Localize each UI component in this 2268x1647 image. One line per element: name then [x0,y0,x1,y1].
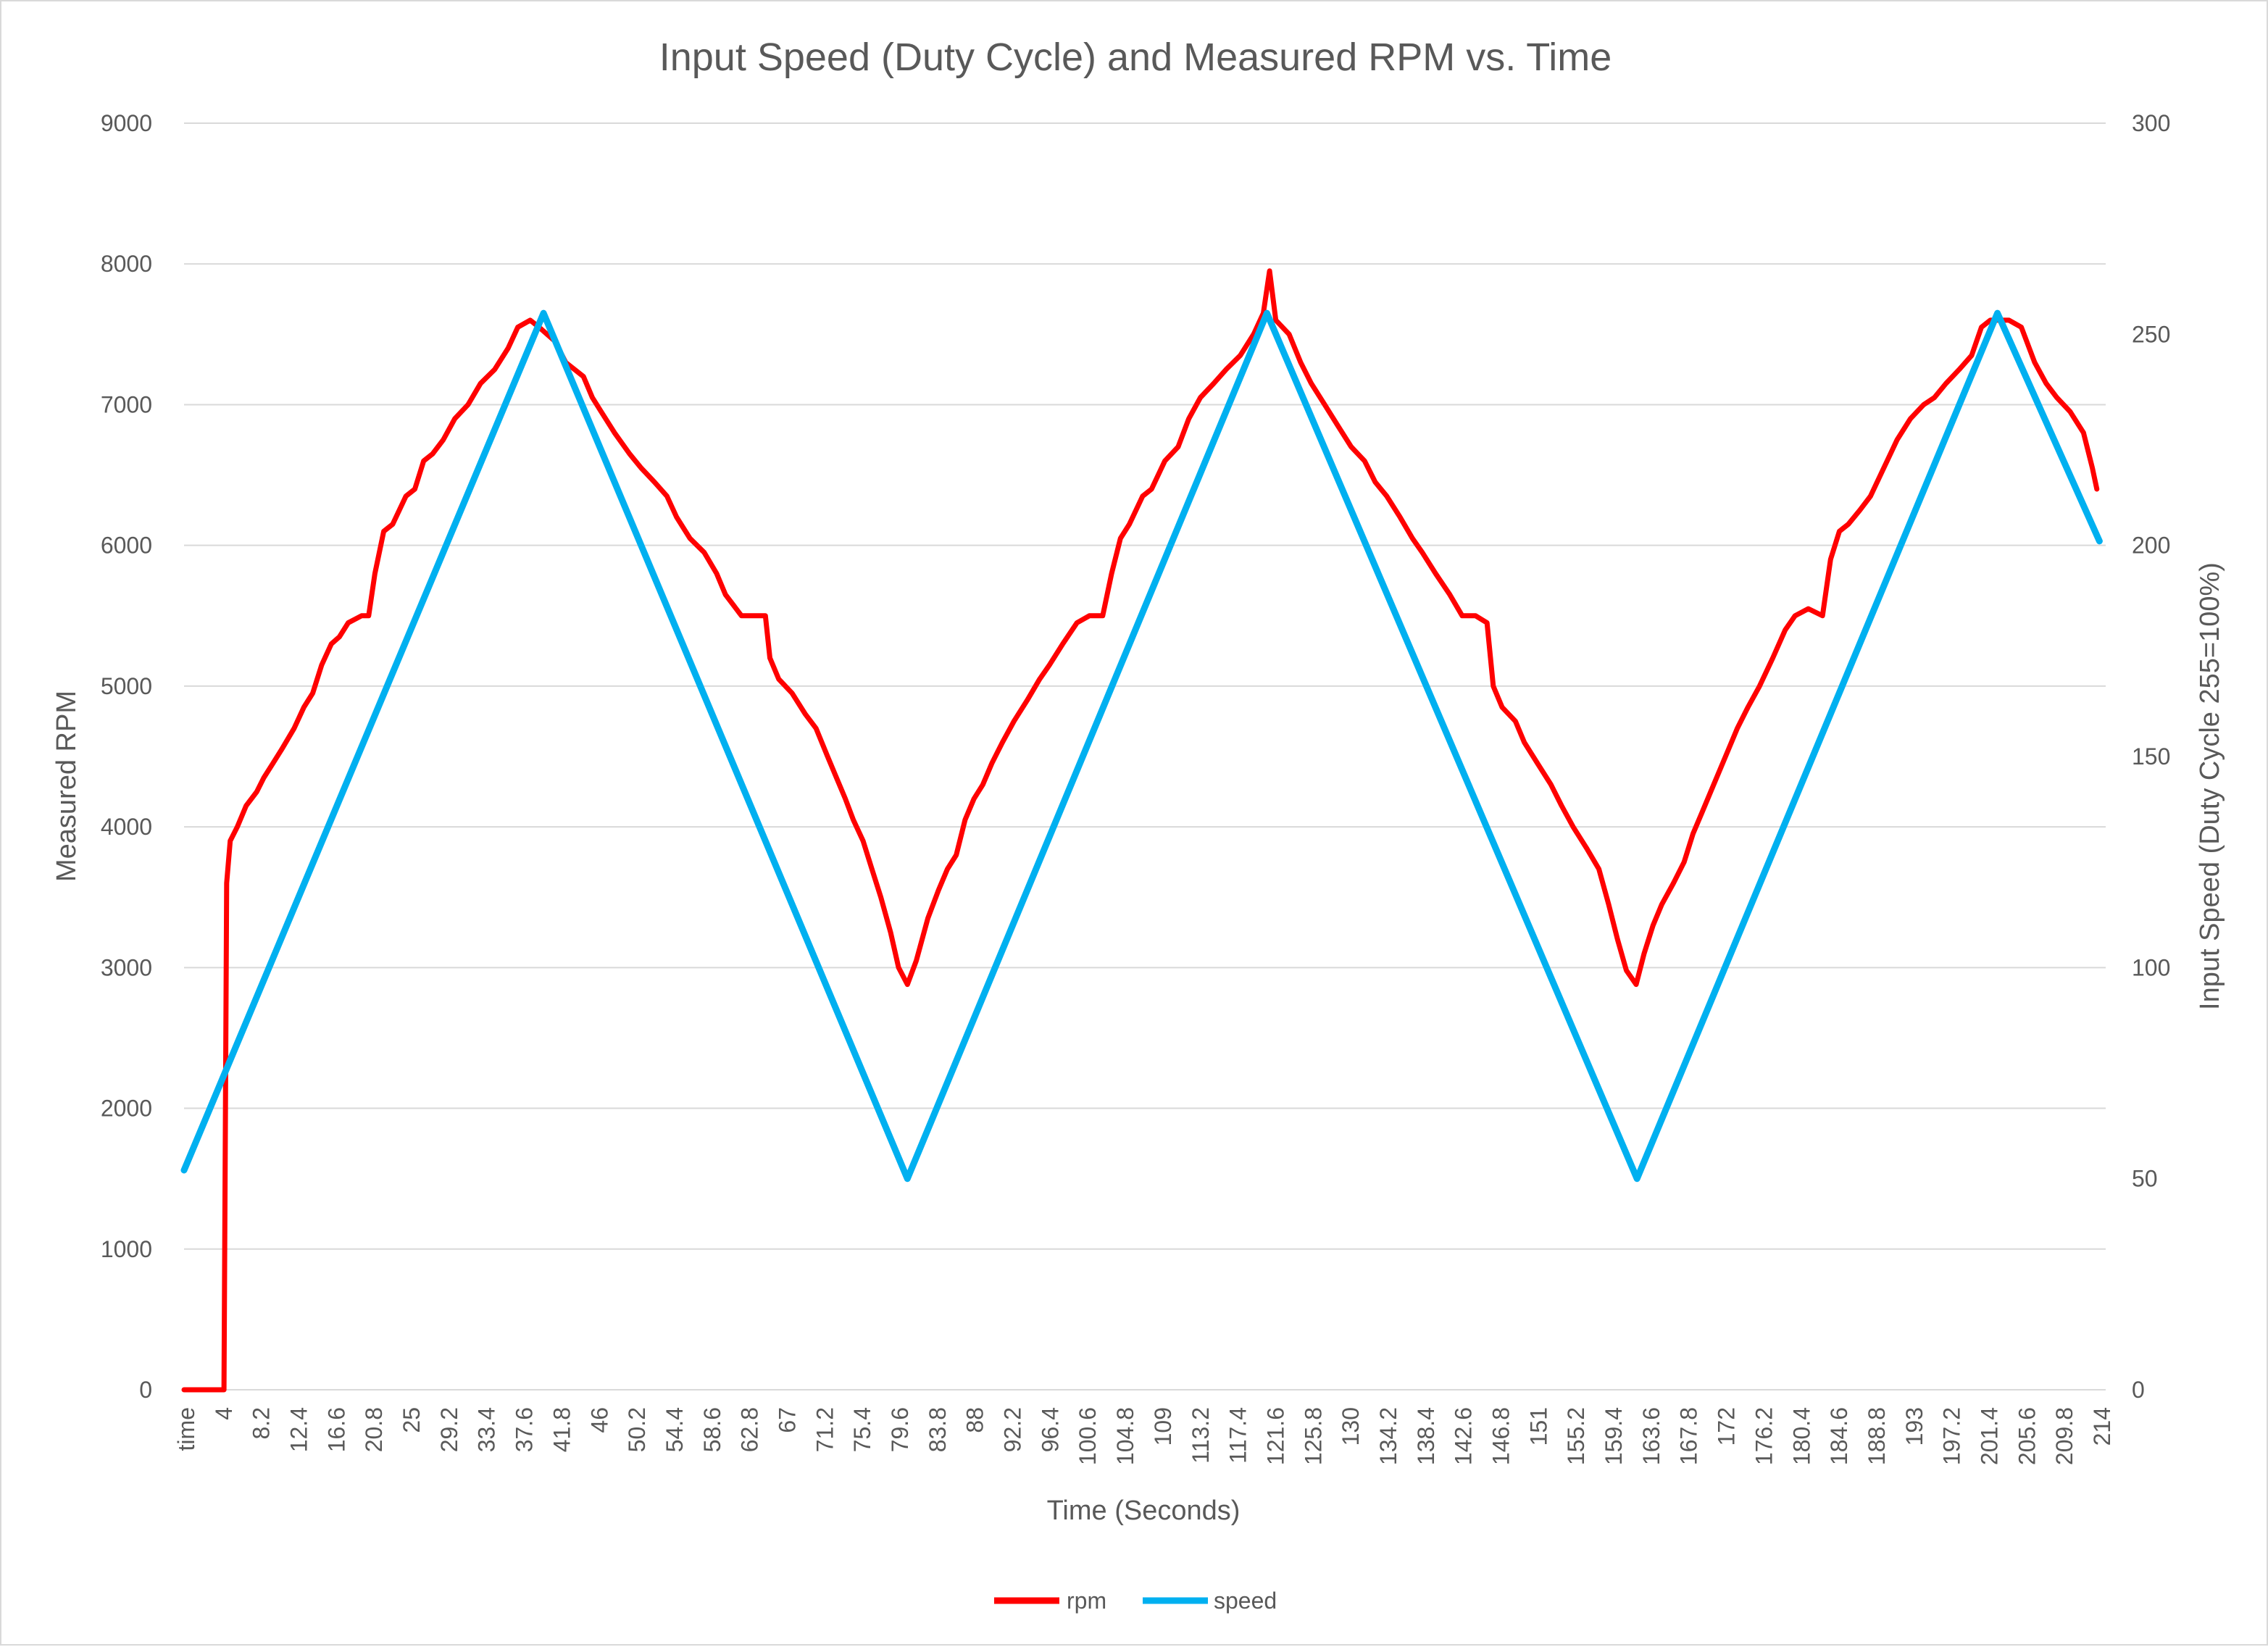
x-tick-label: 180.4 [1788,1407,1814,1465]
x-tick-label: 4 [211,1407,237,1420]
x-tick-label: 134.2 [1375,1407,1401,1465]
x-tick-label: 29.2 [436,1407,462,1452]
x-tick-label: 146.8 [1488,1407,1514,1465]
y-axis-title: Measured RPM [51,691,82,882]
x-tick-label: 71.2 [812,1407,838,1452]
x-tick-label: 209.8 [2051,1407,2077,1465]
x-tick-label: 25 [399,1407,425,1433]
y2-tick-label: 150 [2132,743,2170,770]
x-tick-label: 197.2 [1939,1407,1965,1465]
x-tick-label: 176.2 [1751,1407,1777,1465]
series-line-speed [180,309,2103,1183]
y2-tick-label: 300 [2132,110,2170,136]
x-tick-label: 33.4 [474,1407,500,1452]
legend: rpm speed [994,1588,1277,1614]
y2-tick-label: 250 [2132,321,2170,347]
x-tick-label: 20.8 [361,1407,387,1452]
gridlines [184,122,2106,1390]
x-tick-label: 130 [1338,1407,1364,1446]
x-tick-label: 16.6 [323,1407,349,1452]
series-lines [180,268,2103,1393]
x-tick-label: 172 [1714,1407,1740,1446]
x-tick-label: 79.6 [887,1407,913,1452]
chart-title: Input Speed (Duty Cycle) and Measured RP… [659,36,1612,79]
x-tick-label: 88 [962,1407,988,1433]
x-tick-label: 121.6 [1262,1407,1288,1465]
y-tick-label: 1000 [101,1236,152,1262]
x-tick-label: 138.4 [1413,1407,1439,1465]
y2-tick-label: 50 [2132,1166,2158,1192]
x-tick-label: 37.6 [512,1407,538,1452]
y2-tick-label: 0 [2132,1377,2145,1403]
x-tick-label: 159.4 [1601,1407,1627,1465]
y2-tick-label: 200 [2132,533,2170,559]
x-tick-label: 58.6 [699,1407,725,1452]
series-line-rpm [181,268,2100,1393]
x-tick-label: 214 [2089,1407,2115,1446]
x-tick-label: 92.2 [1000,1407,1026,1452]
x-tick-label: 125.8 [1300,1407,1326,1465]
y-tick-label: 6000 [101,533,152,559]
x-tick-label: 184.6 [1826,1407,1852,1465]
x-tick-label: 151 [1525,1407,1551,1446]
x-tick-label: 54.4 [662,1407,688,1452]
x-tick-label: 193 [1901,1407,1927,1446]
x-tick-label: 75.4 [849,1407,875,1452]
x-tick-label: 8.2 [249,1407,275,1439]
x-tick-label: 62.8 [737,1407,763,1452]
x-tick-label: 50.2 [624,1407,650,1452]
x-tick-label: 67 [774,1407,800,1433]
x-tick-label: 113.2 [1188,1407,1214,1464]
y-tick-label: 9000 [101,110,152,136]
y-tick-label: 7000 [101,391,152,417]
x-tick-label: 201.4 [1976,1407,2002,1465]
legend-label-rpm: rpm [1067,1588,1106,1614]
y2-axis-ticks: 0 50 100 150 200 250 300 [2132,110,2170,1403]
x-tick-label: 188.8 [1864,1407,1890,1465]
y-tick-label: 2000 [101,1096,152,1122]
y-tick-label: 5000 [101,673,152,699]
y-axis-ticks: 0 1000 2000 3000 4000 5000 6000 7000 8000 9000 [101,110,152,1403]
x-tick-label: 167.8 [1676,1407,1702,1465]
x-tick-label: 142.6 [1451,1407,1477,1465]
x-tick-label: 155.2 [1563,1407,1589,1465]
x-axis-title: Time (Seconds) [1047,1496,1241,1526]
x-tick-label: 46 [586,1407,612,1433]
y-tick-label: 8000 [101,251,152,277]
y-tick-label: 4000 [101,814,152,840]
x-tick-label: 12.4 [286,1407,312,1452]
x-tick-label: 163.6 [1638,1407,1664,1465]
y2-axis-title: Input Speed (Duty Cycle 255=100%) [2195,562,2225,1010]
legend-label-speed: speed [1214,1588,1277,1614]
y-tick-label: 0 [139,1377,152,1403]
y-tick-label: 3000 [101,954,152,980]
x-tick-label: 104.8 [1112,1407,1138,1465]
x-axis-ticks: time 4 8.2 12.4 16.6 20.8 25 29.2 33.4 37.6 41.8 46… [173,1407,2115,1465]
x-tick-label: 109 [1150,1407,1176,1446]
x-tick-label: 100.6 [1075,1407,1101,1465]
x-tick-label: 117.4 [1225,1407,1251,1464]
x-tick-label: 83.8 [925,1407,951,1452]
x-tick-label: 205.6 [2014,1407,2040,1465]
x-tick-label: 41.8 [549,1407,575,1452]
x-tick-label: 96.4 [1037,1407,1063,1452]
x-tick-label: time [173,1407,199,1451]
y2-tick-label: 100 [2132,954,2170,980]
